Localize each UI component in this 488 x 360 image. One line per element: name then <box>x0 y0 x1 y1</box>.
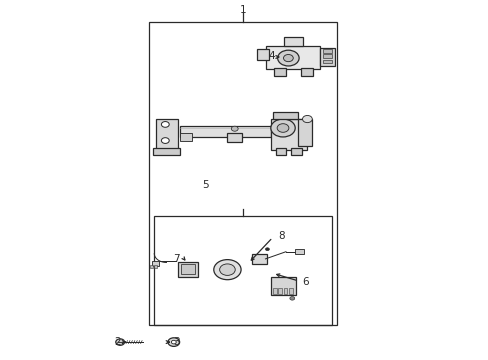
Bar <box>288 288 292 294</box>
Circle shape <box>219 264 235 275</box>
Circle shape <box>167 338 179 346</box>
Bar <box>266 45 320 69</box>
Bar <box>294 249 303 254</box>
Text: 8: 8 <box>277 231 284 240</box>
Circle shape <box>161 138 169 143</box>
Bar <box>227 133 242 141</box>
Bar <box>154 216 331 325</box>
Bar <box>251 254 267 264</box>
Bar <box>283 37 303 45</box>
Bar <box>152 261 159 266</box>
Bar <box>271 277 295 295</box>
Bar <box>273 68 285 76</box>
Bar <box>273 112 297 119</box>
Circle shape <box>289 297 294 300</box>
Bar <box>256 49 268 60</box>
Circle shape <box>277 50 299 66</box>
Bar <box>270 119 307 149</box>
Bar <box>323 49 331 53</box>
Bar <box>153 148 180 155</box>
Text: 7: 7 <box>173 254 179 264</box>
Bar <box>155 119 177 149</box>
Text: 1: 1 <box>239 5 246 15</box>
Circle shape <box>171 340 176 344</box>
Bar <box>275 148 286 155</box>
Bar <box>149 22 336 325</box>
Circle shape <box>277 124 288 132</box>
Bar <box>320 48 334 66</box>
Circle shape <box>213 260 241 280</box>
Bar <box>177 262 198 277</box>
Text: 5: 5 <box>202 180 208 190</box>
Bar <box>278 288 282 294</box>
Text: 2: 2 <box>114 337 121 347</box>
Circle shape <box>302 116 312 123</box>
Bar <box>323 60 331 63</box>
Bar <box>154 265 157 268</box>
Circle shape <box>161 122 169 127</box>
Bar <box>179 126 270 137</box>
Bar <box>300 68 312 76</box>
Bar <box>291 148 302 155</box>
Circle shape <box>283 54 293 62</box>
Bar <box>323 54 331 58</box>
Bar <box>297 119 312 146</box>
Bar <box>180 133 192 140</box>
Bar <box>150 265 153 268</box>
Text: 4: 4 <box>267 51 274 61</box>
Circle shape <box>270 119 295 137</box>
Text: 6: 6 <box>302 277 308 287</box>
Bar <box>181 264 194 274</box>
Bar <box>272 288 276 294</box>
Circle shape <box>231 126 238 131</box>
Ellipse shape <box>116 339 124 345</box>
Text: 3: 3 <box>173 337 179 347</box>
Bar <box>283 288 287 294</box>
Circle shape <box>265 248 269 251</box>
